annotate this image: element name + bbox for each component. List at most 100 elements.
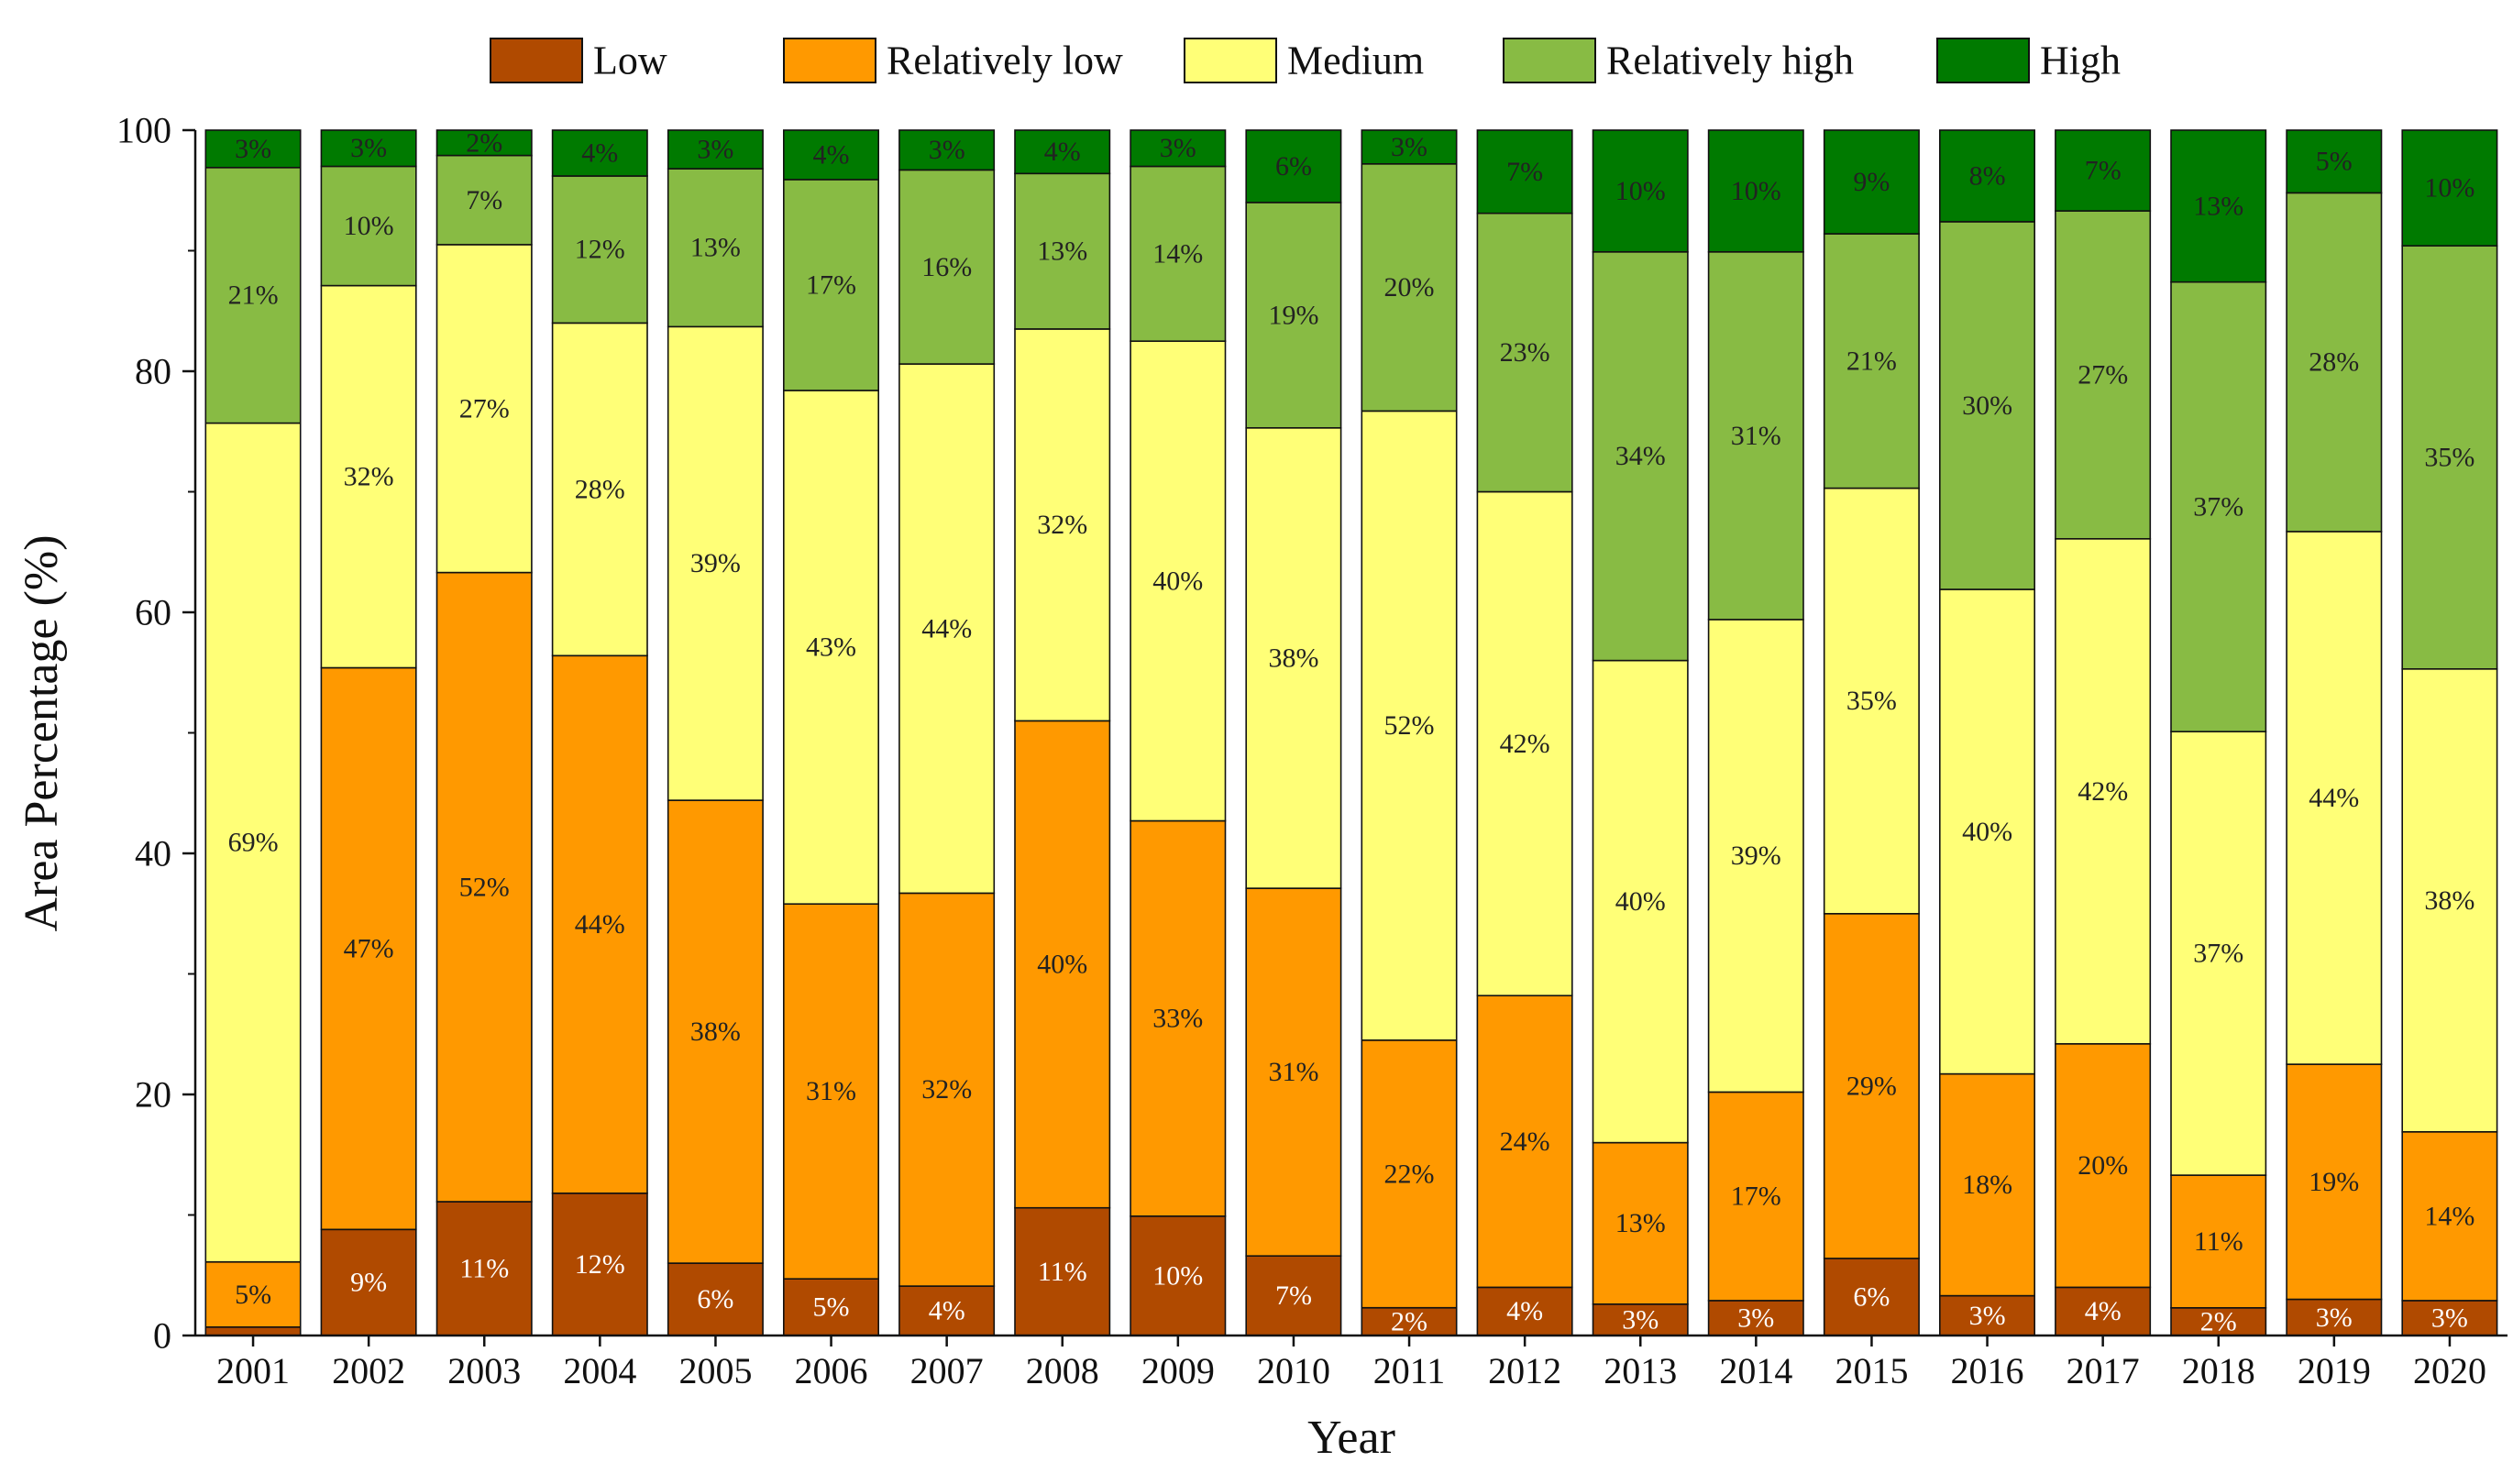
x-tick-label-2015: 2015 <box>1835 1350 1908 1391</box>
data-label-relatively-low-2019: 19% <box>2309 1167 2359 1197</box>
bar-segment-low-2007 <box>898 1285 996 1336</box>
legend-label-low: Low <box>593 38 667 83</box>
x-tick-label-2013: 2013 <box>1604 1350 1677 1391</box>
bar-segment-relatively-high-2015 <box>1823 233 1920 489</box>
data-label-low-2010: 7% <box>1275 1281 1312 1311</box>
bar-segment-relatively-low-2016 <box>1939 1072 2036 1297</box>
x-tick-label-2005: 2005 <box>678 1350 752 1391</box>
y-axis-title: Area Percentage (%) <box>16 534 68 931</box>
data-label-relatively-low-2016: 18% <box>1962 1170 2012 1200</box>
data-label-medium-2008: 32% <box>1037 510 1087 540</box>
data-label-medium-2013: 40% <box>1615 886 1666 917</box>
data-label-high-2017: 7% <box>2085 156 2122 186</box>
data-label-relatively-low-2012: 24% <box>1500 1127 1550 1157</box>
legend-label-relatively-high: Relatively high <box>1606 38 1854 83</box>
data-label-relatively-low-2014: 17% <box>1731 1182 1781 1212</box>
bar-segment-relatively-high-2013 <box>1592 250 1689 662</box>
data-label-low-2018: 2% <box>2200 1306 2237 1336</box>
data-label-medium-2012: 42% <box>1500 729 1550 759</box>
data-label-high-2003: 2% <box>466 127 502 158</box>
data-label-low-2011: 2% <box>1391 1306 1427 1336</box>
data-label-low-2008: 11% <box>1038 1257 1087 1287</box>
data-label-low-2012: 4% <box>1506 1296 1543 1326</box>
data-label-medium-2016: 40% <box>1962 817 2012 847</box>
x-tick-label-2017: 2017 <box>2067 1350 2140 1391</box>
bar-segment-low-2005 <box>667 1262 764 1336</box>
y-tick-label: 40 <box>135 833 171 874</box>
bar-segment-medium-2014 <box>1707 619 1804 1094</box>
data-label-low-2006: 5% <box>813 1292 850 1323</box>
y-tick-label: 0 <box>153 1315 171 1357</box>
bar-segment-high-2007 <box>898 129 996 171</box>
data-label-high-2015: 9% <box>1853 167 1890 197</box>
data-label-relatively-high-2012: 23% <box>1500 337 1550 368</box>
data-label-low-2005: 6% <box>697 1284 733 1314</box>
bar-segment-relatively-high-2006 <box>782 179 879 391</box>
x-axis-title: Year <box>1307 1412 1395 1464</box>
data-label-medium-2007: 44% <box>921 613 972 643</box>
data-label-high-2012: 7% <box>1506 157 1543 187</box>
bar-segment-relatively-low-2005 <box>667 799 764 1264</box>
bar-segment-relatively-high-2012 <box>1476 212 1573 493</box>
x-tick-label-2006: 2006 <box>795 1350 868 1391</box>
bar-segment-relatively-high-2019 <box>2286 192 2383 533</box>
data-label-relatively-high-2001: 21% <box>228 280 279 311</box>
bar-segment-medium-2010 <box>1245 426 1342 889</box>
bar-segment-high-2016 <box>1939 129 2036 223</box>
legend-label-high: High <box>2040 38 2121 83</box>
bar-segment-relatively-low-2008 <box>1014 720 1111 1209</box>
legend-swatch-relatively-low <box>783 38 876 83</box>
data-label-high-2009: 3% <box>1160 133 1196 163</box>
data-label-high-2014: 10% <box>1731 176 1781 206</box>
data-label-medium-2017: 42% <box>2078 776 2128 807</box>
data-label-low-2016: 3% <box>1969 1301 2006 1331</box>
y-tick-label: 80 <box>135 351 171 392</box>
bars-group <box>204 129 2498 1336</box>
bar-segment-relatively-low-2002 <box>320 666 417 1231</box>
data-label-medium-2003: 27% <box>459 393 510 423</box>
bar-segment-medium-2019 <box>2286 531 2383 1065</box>
bar-segment-medium-2018 <box>2170 731 2267 1176</box>
data-label-medium-2001: 69% <box>228 828 279 858</box>
bar-segment-medium-2016 <box>1939 588 2036 1075</box>
bar-segment-relatively-high-2011 <box>1361 163 1458 412</box>
data-label-medium-2020: 38% <box>2424 885 2474 916</box>
bar-segment-relatively-high-2008 <box>1014 172 1111 330</box>
bar-segment-medium-2003 <box>435 244 533 574</box>
bar-segment-relatively-low-2019 <box>2286 1063 2383 1301</box>
data-label-relatively-low-2002: 47% <box>344 933 394 963</box>
data-label-medium-2010: 38% <box>1269 643 1319 674</box>
bar-segment-medium-2011 <box>1361 410 1458 1041</box>
bar-segment-low-2012 <box>1476 1286 1573 1336</box>
data-label-low-2007: 4% <box>929 1296 965 1326</box>
bar-segment-medium-2012 <box>1476 490 1573 997</box>
data-label-relatively-high-2010: 19% <box>1269 300 1319 330</box>
data-label-relatively-high-2007: 16% <box>921 252 972 282</box>
data-label-medium-2014: 39% <box>1731 841 1781 871</box>
bar-segment-low-2009 <box>1130 1215 1227 1336</box>
bar-segment-medium-2002 <box>320 284 417 669</box>
bar-segment-medium-2015 <box>1823 487 1920 915</box>
data-label-low-2020: 3% <box>2431 1303 2468 1333</box>
data-label-relatively-low-2005: 38% <box>690 1017 741 1047</box>
data-label-relatively-low-2013: 13% <box>1615 1208 1666 1238</box>
data-label-medium-2006: 43% <box>806 632 856 663</box>
data-label-low-2009: 10% <box>1152 1260 1203 1291</box>
x-tick-label-2002: 2002 <box>332 1350 405 1391</box>
data-label-relatively-low-2015: 29% <box>1846 1071 1897 1101</box>
bar-segment-low-2008 <box>1014 1206 1111 1336</box>
data-label-relatively-high-2018: 37% <box>2193 491 2243 522</box>
legend-swatch-low <box>490 38 583 83</box>
x-tick-label-2016: 2016 <box>1951 1350 2024 1391</box>
x-tick-label-2010: 2010 <box>1257 1350 1330 1391</box>
bar-segment-relatively-low-2003 <box>435 571 533 1203</box>
data-label-relatively-high-2016: 30% <box>1962 390 2012 421</box>
bar-segment-high-2009 <box>1130 129 1227 168</box>
bar-segment-high-2019 <box>2286 129 2383 194</box>
bar-segment-relatively-high-2007 <box>898 169 996 365</box>
data-label-relatively-low-2004: 44% <box>575 909 625 940</box>
x-tick-label-2003: 2003 <box>447 1350 521 1391</box>
data-label-high-2018: 13% <box>2193 191 2243 221</box>
y-tick-label: 100 <box>116 110 171 151</box>
